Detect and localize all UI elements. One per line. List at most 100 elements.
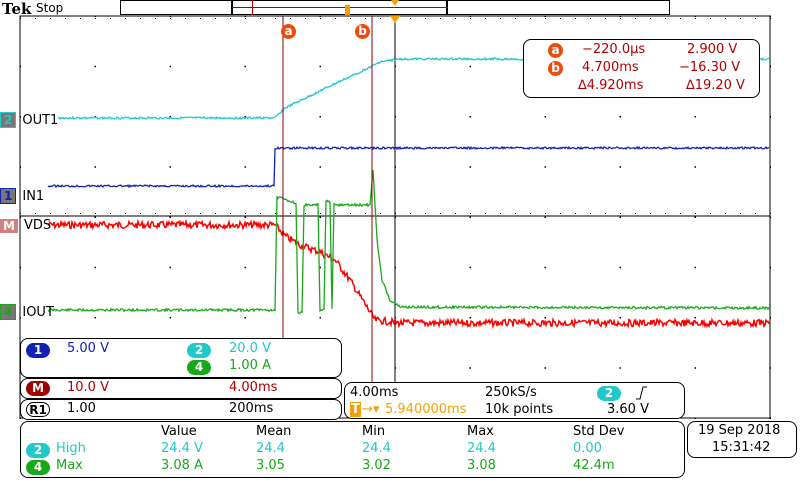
horizontal-trigger-panel[interactable]: 4.00ms 250kS/s 2 T →▾ 5.940000ms 10k poi… [344,382,685,419]
grid-dot [394,65,396,68]
grid-dot [619,266,621,269]
channel-scale-panel[interactable]: 1 5.00 V 2 20.0 V 4 1.00 A [20,338,342,378]
cursor-b-value: −16.30 V [679,60,741,75]
datetime-panel[interactable]: 19 Sep 2018 15:31:42 [687,421,797,458]
ch4-marker[interactable]: 4 IOUT [0,304,54,320]
row-channel-badge: 4 [26,460,50,475]
cursor-b-badge: b [548,61,563,76]
grid-tick [485,18,486,19]
grid-dot [469,266,471,269]
grid-tick [350,213,351,214]
grid-tick [350,18,351,19]
grid-tick [440,213,441,214]
math-label: VDS [23,218,52,233]
grid-dot [769,65,771,68]
grid-dot [694,266,696,269]
ch1-marker[interactable]: 1 IN1 [0,188,44,204]
grid-dot [619,15,621,17]
grid-tick [725,213,726,214]
grid-tick [20,213,21,214]
grid-tick [155,213,156,214]
grid-tick [605,18,606,19]
grid-dot [619,166,621,168]
grid-tick [230,213,231,214]
ch1-in1-trace [47,145,770,189]
grid-tick [710,18,711,19]
math-marker[interactable]: M VDS [0,218,51,233]
grid-dot [169,166,171,168]
grid-dot [469,216,471,218]
grid-tick [320,213,321,214]
grid-dot [319,15,321,17]
ch4-iout-trace [47,169,770,314]
graticule [19,15,771,419]
grid-tick [170,18,171,19]
grid-dot [394,116,396,118]
grid-dot [544,266,546,269]
grid-tick [215,18,216,19]
math-marker-badge: M [0,218,18,233]
trigger-delay: 5.940000ms [385,402,467,417]
math-time: 4.00ms [229,380,278,395]
grid-dot [544,216,546,218]
grid-tick [530,18,531,19]
grid-tick [305,213,306,214]
grid-dot [469,367,471,369]
grid-tick [635,18,636,19]
grid-dot [769,216,771,218]
grid-tick [620,213,621,214]
header-mean: Mean [256,424,292,439]
grid-tick [35,213,36,214]
cursor-b-icon[interactable]: b [355,24,370,39]
row-name: Max [56,458,83,473]
grid-dot [469,65,471,68]
math-scale-panel[interactable]: M 10.0 V 4.00ms [20,378,342,399]
ch4-scale: 1.00 A [229,358,271,373]
grid-dot [244,65,246,68]
grid-tick [665,213,666,214]
grid-dot [769,266,771,269]
grid-dot [94,15,96,17]
ref-scale-panel[interactable]: R1 1.00 200ms [20,399,342,420]
row-max: 24.4 [467,441,496,456]
math-scale: 10.0 V [67,380,109,395]
cursor-delta-time: ∆4.920ms [578,78,644,93]
grid-tick [275,213,276,214]
ref-scale: 1.00 [67,401,96,416]
grid-dot [694,216,696,218]
cursor-a-icon[interactable]: a [281,24,296,39]
rising-edge-icon [636,386,647,400]
row-min: 24.4 [362,441,391,456]
grid-dot [394,216,396,218]
record-cursor-mark [252,0,253,15]
grid-tick [680,18,681,19]
grid-dot [769,116,771,118]
row-mean: 3.05 [256,458,285,473]
grid-dot [169,15,171,17]
grid-dot [394,166,396,168]
trigger-arrow-icon: →▾ [362,402,380,417]
grid-tick [680,213,681,214]
grid-tick [650,18,651,19]
tek-logo: Tek [2,0,32,18]
header-max: Max [467,424,494,439]
cursor-a-badge: a [548,43,563,58]
grid-tick [230,18,231,19]
grid-dot [94,317,96,319]
grid-dot [94,216,96,218]
grid-tick [650,213,651,214]
grid-tick [155,18,156,19]
grid-dot [769,15,771,17]
grid-tick [560,18,561,19]
ch2-marker[interactable]: 2 OUT1 [0,112,58,128]
run-state[interactable]: Stop [36,1,64,15]
grid-tick [605,213,606,214]
grid-dot [244,15,246,17]
grid-dot [319,65,321,68]
record-length: 10k points [485,402,554,417]
grid-tick [485,213,486,214]
header-min: Min [362,424,386,439]
grid-tick [170,213,171,214]
grid-tick [35,18,36,19]
